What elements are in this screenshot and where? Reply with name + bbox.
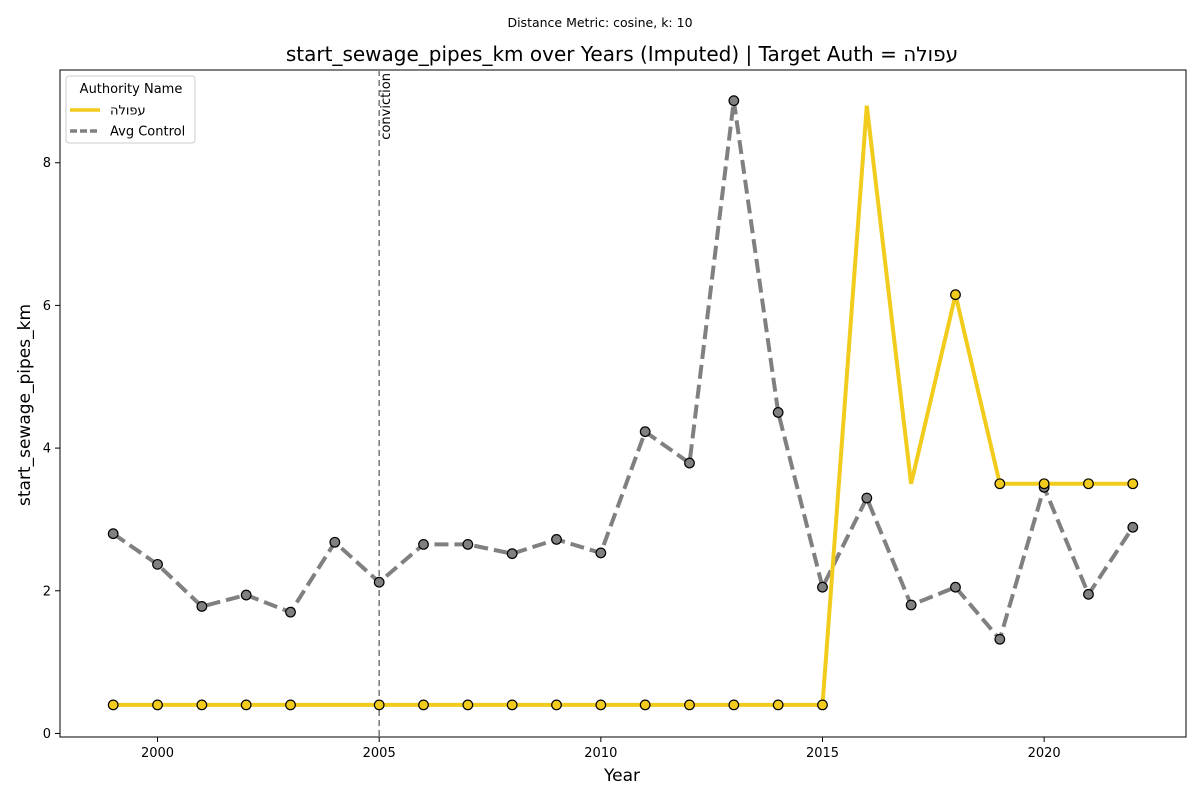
point-s1-2003 [285, 606, 296, 618]
point-s1-2013 [728, 95, 740, 107]
x-tick-label-2000: 2000 [141, 746, 174, 761]
point-s0-2021 [1083, 478, 1094, 490]
point-s0-2018 [950, 289, 961, 301]
point-s0-2008 [506, 699, 518, 711]
x-tick-label-2010: 2010 [584, 746, 617, 761]
point-s0-2011 [639, 699, 651, 711]
point-s1-2000 [152, 558, 163, 570]
point-s1-2015 [817, 581, 828, 593]
conviction-label: conviction [379, 73, 394, 140]
y-axis-ticks: 0 2 4 6 8 [43, 156, 60, 742]
x-tick-label-2020: 2020 [1028, 746, 1061, 761]
legend-box [65, 75, 196, 144]
chart-suptitle: Distance Metric: cosine, k: 10 [507, 15, 692, 30]
point-s1-2007 [462, 538, 474, 550]
x-tick-label-2015: 2015 [806, 746, 839, 761]
point-s1-2014 [772, 407, 784, 418]
legend-label-control: Avg Control [110, 125, 185, 140]
point-s1-2006 [418, 538, 429, 550]
plot-area [59, 69, 1187, 738]
point-s1-2005 [373, 576, 385, 588]
point-s1-2019 [994, 633, 1006, 645]
point-s0-2000 [152, 699, 163, 711]
point-s1-2017 [905, 599, 917, 611]
point-s0-2012 [684, 699, 695, 711]
point-s1-2016 [861, 492, 873, 504]
point-s0-2003 [285, 699, 296, 711]
point-s0-2009 [551, 699, 562, 711]
y-tick-label-8: 8 [43, 156, 51, 171]
series-layer [107, 95, 1139, 711]
point-s0-2001 [196, 699, 208, 711]
y-tick-label-2: 2 [43, 584, 51, 599]
point-s1-2001 [196, 601, 208, 612]
point-s0-2002 [240, 699, 252, 711]
point-s0-2014 [772, 699, 784, 711]
series-line-1 [112, 100, 1135, 644]
point-s1-2011 [639, 426, 651, 438]
x-axis-label: Year [603, 766, 640, 786]
y-tick-label-4: 4 [43, 442, 51, 457]
x-axis-ticks: 2000 2005 2010 2015 2020 [141, 737, 1061, 761]
point-s0-2019 [994, 478, 1006, 490]
point-s0-2005 [373, 699, 385, 711]
y-tick-label-6: 6 [43, 299, 51, 314]
point-s0-2013 [728, 699, 740, 711]
chart-title: start_sewage_pipes_km over Years (Impute… [286, 42, 958, 66]
point-s1-2012 [684, 457, 695, 469]
y-tick-label-0: 0 [43, 727, 51, 742]
point-s1-2004 [329, 536, 341, 548]
point-s1-2022 [1127, 521, 1139, 533]
point-s0-2020 [1038, 478, 1050, 490]
legend-title: Authority Name [80, 82, 183, 97]
point-s1-2009 [551, 533, 562, 545]
series-line-0 [113, 105, 1133, 707]
point-s0-2007 [462, 699, 474, 711]
point-s1-2002 [240, 589, 252, 601]
y-axis-label: start_sewage_pipes_km [15, 304, 35, 506]
point-s0-2010 [595, 699, 607, 711]
point-s0-2015 [817, 699, 828, 711]
point-s1-2018 [950, 581, 961, 593]
point-s1-2010 [595, 547, 607, 559]
point-s1-2008 [506, 548, 518, 560]
point-s1-2021 [1083, 588, 1094, 600]
legend: Authority Name עפולה Avg Control [65, 75, 196, 144]
x-tick-label-2005: 2005 [363, 746, 396, 761]
point-s0-2006 [418, 699, 429, 711]
legend-label-target: עפולה [110, 104, 146, 119]
point-s0-2022 [1127, 478, 1139, 490]
point-s1-1999 [107, 528, 119, 540]
point-s0-1999 [107, 699, 119, 711]
